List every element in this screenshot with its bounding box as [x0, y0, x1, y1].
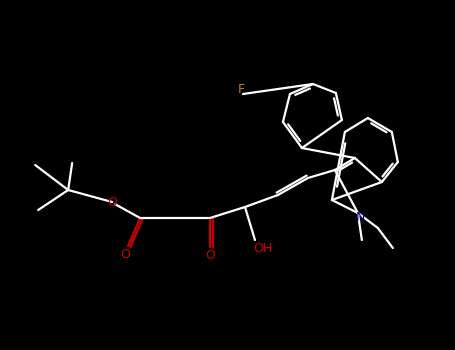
Text: O: O [120, 248, 130, 261]
Text: O: O [206, 249, 215, 262]
Text: O: O [107, 196, 117, 209]
Text: N: N [355, 211, 365, 224]
Text: F: F [238, 83, 245, 96]
Text: OH: OH [253, 242, 273, 255]
